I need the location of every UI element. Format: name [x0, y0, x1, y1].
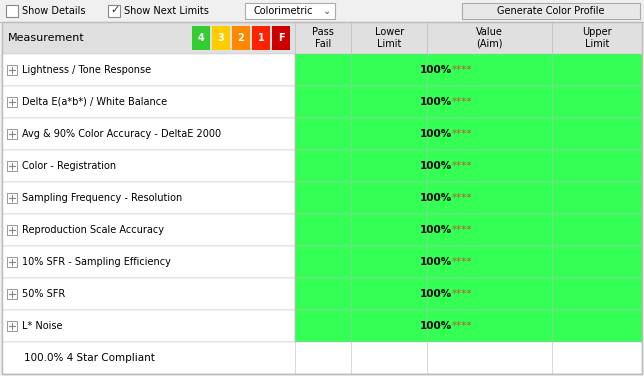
Bar — [2, 182, 295, 214]
Text: 100%: 100% — [420, 193, 452, 203]
Bar — [2, 342, 642, 374]
Bar — [2, 150, 295, 182]
Bar — [192, 26, 210, 50]
Text: Sampling Frequency - Resolution: Sampling Frequency - Resolution — [22, 193, 182, 203]
Bar — [295, 214, 642, 246]
Bar — [232, 26, 250, 50]
Bar — [295, 310, 642, 342]
Text: ****: **** — [452, 193, 473, 203]
Text: 10% SFR - Sampling Efficiency: 10% SFR - Sampling Efficiency — [22, 257, 171, 267]
Bar — [2, 310, 295, 342]
Text: Lower
Limit: Lower Limit — [375, 27, 404, 49]
Bar — [2, 118, 295, 150]
Text: Measurement: Measurement — [8, 33, 85, 43]
Bar — [462, 3, 640, 19]
Text: 1: 1 — [258, 33, 265, 43]
Text: 4: 4 — [198, 33, 205, 43]
Text: L* Noise: L* Noise — [22, 321, 62, 331]
Bar — [7, 289, 17, 299]
Text: Avg & 90% Color Accuracy - DeltaE 2000: Avg & 90% Color Accuracy - DeltaE 2000 — [22, 129, 221, 139]
Bar — [245, 3, 335, 19]
Bar — [7, 257, 17, 267]
Text: ✓: ✓ — [110, 5, 119, 15]
Bar — [295, 86, 642, 118]
Text: 100%: 100% — [420, 129, 452, 139]
Text: 100%: 100% — [420, 257, 452, 267]
Text: Pass
Fail: Pass Fail — [312, 27, 334, 49]
Bar — [108, 5, 120, 17]
Text: ****: **** — [452, 97, 473, 107]
Text: 50% SFR: 50% SFR — [22, 289, 65, 299]
Bar — [2, 246, 295, 278]
Bar — [272, 26, 290, 50]
Bar — [6, 5, 18, 17]
Text: ****: **** — [452, 321, 473, 331]
Text: Reproduction Scale Accuracy: Reproduction Scale Accuracy — [22, 225, 164, 235]
Bar — [2, 54, 295, 86]
Text: ****: **** — [452, 129, 473, 139]
Text: 3: 3 — [218, 33, 225, 43]
Bar — [295, 54, 642, 86]
Bar — [295, 182, 642, 214]
Bar — [7, 161, 17, 171]
Text: ****: **** — [452, 161, 473, 171]
Text: Value
(Aim): Value (Aim) — [477, 27, 503, 49]
Bar — [252, 26, 270, 50]
Bar — [295, 278, 642, 310]
Text: ****: **** — [452, 257, 473, 267]
Text: Color - Registration: Color - Registration — [22, 161, 116, 171]
Bar — [7, 225, 17, 235]
Bar — [7, 129, 17, 139]
Bar — [7, 97, 17, 107]
Text: 100%: 100% — [420, 321, 452, 331]
Text: Upper
Limit: Upper Limit — [582, 27, 612, 49]
Text: 100%: 100% — [420, 97, 452, 107]
Text: 100%: 100% — [420, 289, 452, 299]
Text: ****: **** — [452, 289, 473, 299]
Text: 100.0% 4 Star Compliant: 100.0% 4 Star Compliant — [24, 353, 155, 363]
Text: F: F — [278, 33, 285, 43]
Bar — [295, 150, 642, 182]
Text: Lightness / Tone Response: Lightness / Tone Response — [22, 65, 151, 75]
Text: Show Next Limits: Show Next Limits — [124, 6, 209, 16]
Bar — [0, 0, 644, 22]
Text: Generate Color Profile: Generate Color Profile — [497, 6, 605, 16]
Text: Colorimetric: Colorimetric — [253, 6, 312, 16]
Text: 100%: 100% — [420, 225, 452, 235]
Bar — [2, 214, 295, 246]
Bar — [2, 278, 295, 310]
Text: Show Details: Show Details — [22, 6, 86, 16]
Text: 100%: 100% — [420, 65, 452, 75]
Bar — [212, 26, 230, 50]
Bar — [295, 246, 642, 278]
Bar — [7, 65, 17, 75]
Text: Delta E(a*b*) / White Balance: Delta E(a*b*) / White Balance — [22, 97, 167, 107]
Text: ⌄: ⌄ — [323, 6, 331, 16]
Text: ****: **** — [452, 65, 473, 75]
Bar — [295, 118, 642, 150]
Text: ****: **** — [452, 225, 473, 235]
Text: 100%: 100% — [420, 161, 452, 171]
Bar — [7, 321, 17, 331]
Text: 2: 2 — [238, 33, 245, 43]
Bar — [2, 22, 642, 54]
Bar — [2, 86, 295, 118]
Bar — [7, 193, 17, 203]
